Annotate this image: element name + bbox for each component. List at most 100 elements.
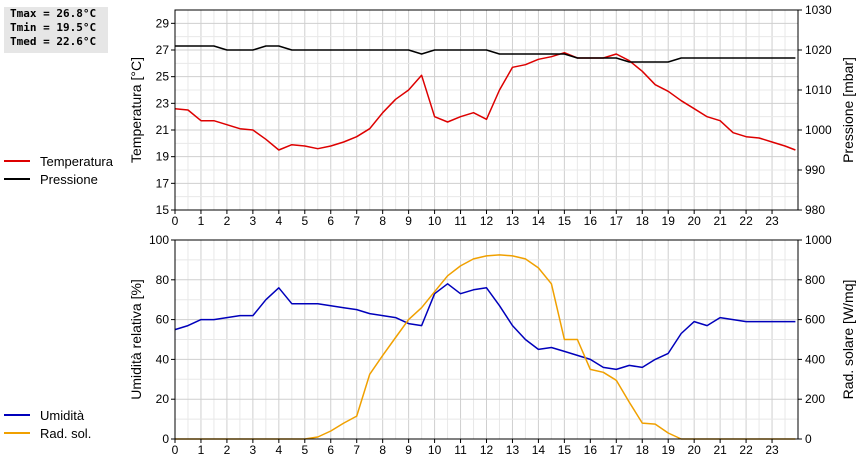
y2-tick-label: 1020 xyxy=(805,43,832,57)
x-tick-label: 0 xyxy=(172,214,179,228)
x-tick-label: 15 xyxy=(558,443,572,457)
legend-swatch-rad-sol xyxy=(4,432,30,434)
y2-tick-label: 1030 xyxy=(805,3,832,17)
y2-tick-label: 980 xyxy=(805,203,825,217)
x-tick-label: 4 xyxy=(275,214,282,228)
y-tick-label: 27 xyxy=(156,43,170,57)
y-tick-label: 60 xyxy=(156,313,170,327)
y-tick-label: 15 xyxy=(156,203,170,217)
y-tick-label: 21 xyxy=(156,123,170,137)
x-tick-label: 0 xyxy=(172,443,179,457)
y-tick-label: 40 xyxy=(156,352,170,366)
y-tick-label: 80 xyxy=(156,273,170,287)
legend-bottom: Umidità Rad. sol. xyxy=(4,406,144,442)
chart-panel-top: 0 1 2 3 4 5 6 7 8 9 10 11 12 13 14 15 16 17 18 19 20 21 22 2315… xyxy=(128,3,856,228)
x-tick-label: 9 xyxy=(405,443,412,457)
legend-label-umidita: Umidità xyxy=(40,407,85,423)
legend-item-umidita: Umidità xyxy=(4,406,144,424)
legend-label-pressione: Pressione xyxy=(40,171,98,187)
tmed-text: Tmed = 22.6°C xyxy=(10,35,97,48)
x-tick-label: 3 xyxy=(250,214,257,228)
tmax-text: Tmax = 26.8°C xyxy=(10,7,97,20)
y-tick-label: 20 xyxy=(156,392,170,406)
series-line-pressione xyxy=(175,45,796,63)
legend-label-temperatura: Temperatura xyxy=(40,153,113,169)
y-tick-label: 17 xyxy=(156,176,170,190)
series-line-umidit xyxy=(174,283,796,371)
x-tick-label: 17 xyxy=(610,443,624,457)
x-tick-label: 11 xyxy=(454,214,467,228)
x-tick-label: 7 xyxy=(353,214,360,228)
y-tick-label: 29 xyxy=(156,16,170,30)
x-tick-label: 2 xyxy=(224,443,231,457)
legend-item-temperatura: Temperatura xyxy=(4,152,144,170)
x-tick-label: 9 xyxy=(405,214,412,228)
y-tick-label: 25 xyxy=(156,70,170,84)
y-tick-label: 23 xyxy=(156,96,170,110)
x-tick-label: 6 xyxy=(327,443,334,457)
x-tick-label: 21 xyxy=(713,443,727,457)
x-tick-label: 8 xyxy=(379,214,386,228)
y2-tick-label: 1010 xyxy=(805,83,832,97)
y2-tick-label: 0 xyxy=(805,432,812,446)
x-tick-label: 7 xyxy=(353,443,360,457)
stats-box: Tmax = 26.8°C Tmin = 19.5°C Tmed = 22.6°… xyxy=(4,7,108,53)
y-tick-label: 100 xyxy=(149,233,169,247)
x-tick-label: 19 xyxy=(662,214,676,228)
legend-swatch-temperatura xyxy=(4,160,30,162)
y2-tick-label: 1000 xyxy=(805,233,832,247)
y2-tick-label: 800 xyxy=(805,273,825,287)
x-tick-label: 17 xyxy=(610,214,624,228)
y-tick-label: 19 xyxy=(156,150,170,164)
x-tick-label: 8 xyxy=(379,443,386,457)
x-tick-label: 18 xyxy=(636,214,650,228)
x-tick-label: 13 xyxy=(506,443,520,457)
x-tick-label: 11 xyxy=(454,443,467,457)
x-tick-label: 23 xyxy=(765,443,779,457)
tmin-text: Tmin = 19.5°C xyxy=(10,21,97,34)
x-tick-label: 22 xyxy=(739,443,753,457)
x-tick-label: 1 xyxy=(198,214,205,228)
x-tick-label: 22 xyxy=(739,214,753,228)
y-tick-label: 0 xyxy=(162,432,169,446)
x-tick-label: 4 xyxy=(275,443,282,457)
x-tick-label: 14 xyxy=(532,214,546,228)
x-tick-label: 20 xyxy=(687,214,701,228)
x-tick-label: 3 xyxy=(250,443,257,457)
x-tick-label: 14 xyxy=(532,443,546,457)
legend-swatch-umidita xyxy=(4,414,30,416)
x-tick-label: 16 xyxy=(584,214,598,228)
chart-panel-bottom: 0 1 2 3 4 5 6 7 8 9 10 11 12 13 14 15 16 17 18 19 20 21 22 2302… xyxy=(128,233,856,457)
y-axis-label: Temperatura [°C] xyxy=(128,57,144,163)
legend-label-rad-sol: Rad. sol. xyxy=(40,425,92,441)
x-tick-label: 12 xyxy=(480,443,494,457)
legend-swatch-pressione xyxy=(4,178,30,180)
x-tick-label: 23 xyxy=(765,214,779,228)
y2-tick-label: 400 xyxy=(805,352,825,366)
series-line-temperatura xyxy=(174,51,796,151)
x-tick-label: 18 xyxy=(636,443,650,457)
x-tick-label: 10 xyxy=(428,443,442,457)
x-tick-label: 20 xyxy=(687,443,701,457)
x-tick-label: 13 xyxy=(506,214,520,228)
x-tick-label: 6 xyxy=(327,214,334,228)
y2-tick-label: 200 xyxy=(805,392,825,406)
x-tick-label: 2 xyxy=(224,214,231,228)
legend-item-pressione: Pressione xyxy=(4,170,144,188)
legend-top: Temperatura Pressione xyxy=(4,152,144,188)
series-line-rad-sol xyxy=(175,254,796,440)
y2-axis-label: Rad. solare [W/mq] xyxy=(840,280,856,400)
legend-item-rad-sol: Rad. sol. xyxy=(4,424,144,442)
y2-tick-label: 990 xyxy=(805,163,825,177)
y2-tick-label: 1000 xyxy=(805,123,832,137)
x-tick-label: 12 xyxy=(480,214,494,228)
x-tick-label: 5 xyxy=(301,443,308,457)
x-tick-label: 15 xyxy=(558,214,572,228)
x-tick-label: 5 xyxy=(301,214,308,228)
y-axis-label: Umidità relativa [%] xyxy=(128,279,144,400)
y2-tick-label: 600 xyxy=(805,313,825,327)
x-tick-label: 19 xyxy=(662,443,676,457)
y2-axis-label: Pressione [mbar] xyxy=(840,57,856,163)
x-tick-label: 10 xyxy=(428,214,442,228)
